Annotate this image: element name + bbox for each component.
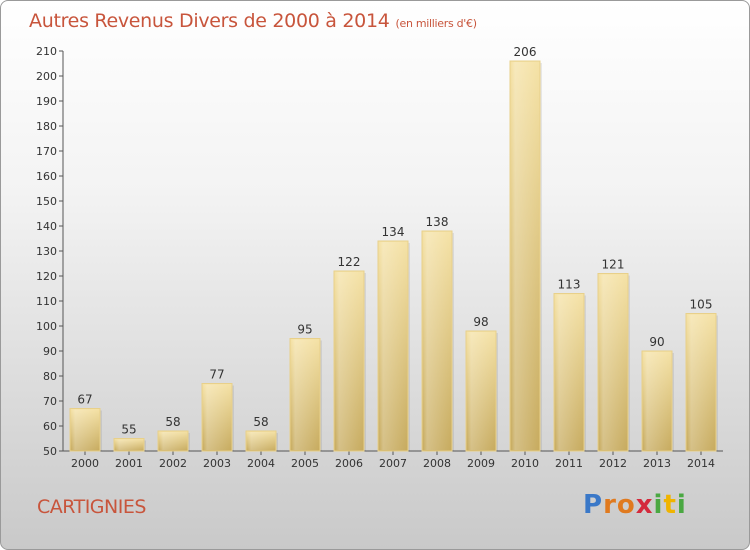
data-label-2006: 122 [338, 255, 361, 269]
bar-highlight [335, 272, 363, 450]
data-label-2001: 55 [121, 423, 136, 437]
data-label-2009: 98 [473, 315, 488, 329]
proxiti-logo: Proxiti [583, 490, 687, 520]
y-tick-label: 150 [36, 195, 57, 208]
logo-letter: i [653, 490, 664, 520]
y-tick-label: 120 [36, 270, 57, 283]
logo-letter: r [603, 490, 617, 520]
y-tick-label: 80 [43, 370, 57, 383]
chart-title: Autres Revenus Divers de 2000 à 2014 (en … [29, 10, 477, 32]
bar-highlight [423, 232, 451, 450]
x-tick-label-2009: 2009 [467, 457, 495, 470]
x-tick-label-2012: 2012 [599, 457, 627, 470]
bar-highlight [643, 352, 671, 450]
bar-highlight [599, 274, 627, 450]
data-labels: 67 55 58 77 58 95 122 134 138 98 206 113 121 90 105 [77, 45, 712, 437]
chart-unit-note: (en milliers d'€) [395, 17, 477, 30]
data-label-2013: 90 [649, 335, 664, 349]
y-tick-label: 190 [36, 95, 57, 108]
y-tick-label: 60 [43, 420, 57, 433]
bar-highlight [115, 439, 143, 450]
x-tick-label-2008: 2008 [423, 457, 451, 470]
y-tick-label: 110 [36, 295, 57, 308]
bar-highlight [291, 339, 319, 450]
x-tick-label-2004: 2004 [247, 457, 275, 470]
y-tick-label: 70 [43, 395, 57, 408]
data-label-2011: 113 [558, 278, 581, 292]
x-tick-label-2011: 2011 [555, 457, 583, 470]
bar-highlight [511, 62, 539, 450]
x-tick-label-2013: 2013 [643, 457, 671, 470]
x-tick-label-2014: 2014 [687, 457, 715, 470]
data-label-2008: 138 [426, 215, 449, 229]
bar-highlight [467, 332, 495, 450]
data-label-2010: 206 [514, 45, 537, 59]
y-tick-label: 50 [43, 445, 57, 458]
x-tick-label-2010: 2010 [511, 457, 539, 470]
data-label-2005: 95 [297, 323, 312, 337]
x-tick-label-2007: 2007 [379, 457, 407, 470]
logo-letter: t [663, 490, 677, 520]
bar-highlight [159, 432, 187, 450]
y-tick-label: 130 [36, 245, 57, 258]
bar-highlight [71, 409, 99, 450]
y-tick-label: 90 [43, 345, 57, 358]
data-label-2003: 77 [209, 368, 224, 382]
data-label-2004: 58 [253, 415, 268, 429]
bar-highlight [379, 242, 407, 450]
x-tick-label-2006: 2006 [335, 457, 363, 470]
bar-highlight [687, 314, 715, 450]
y-tick-label: 170 [36, 145, 57, 158]
logo-letter: o [616, 490, 636, 520]
y-tick-label: 210 [36, 45, 57, 58]
y-tick-label: 140 [36, 220, 57, 233]
data-label-2007: 134 [382, 225, 405, 239]
data-label-2014: 105 [690, 298, 713, 312]
data-label-2002: 58 [165, 415, 180, 429]
y-tick-label: 100 [36, 320, 57, 333]
y-tick-label: 200 [36, 70, 57, 83]
x-tick-label-2003: 2003 [203, 457, 231, 470]
bar-highlight [247, 432, 275, 450]
x-tick-label-2002: 2002 [159, 457, 187, 470]
chart-title-text: Autres Revenus Divers de 2000 à 2014 [29, 10, 390, 32]
x-tick-label-2000: 2000 [71, 457, 99, 470]
x-tick-label-2001: 2001 [115, 457, 143, 470]
commune-name: CARTIGNIES [37, 496, 146, 518]
data-label-2012: 121 [602, 258, 625, 272]
logo-letter: P [583, 490, 604, 520]
bars [69, 60, 718, 452]
y-tick-label: 180 [36, 120, 57, 133]
logo-letter: i [676, 490, 687, 520]
y-tick-label: 160 [36, 170, 57, 183]
logo-letter: x [635, 490, 654, 520]
x-tick-label-2005: 2005 [291, 457, 319, 470]
bar-highlight [203, 384, 231, 450]
bar-highlight [555, 294, 583, 450]
data-label-2000: 67 [77, 393, 92, 407]
